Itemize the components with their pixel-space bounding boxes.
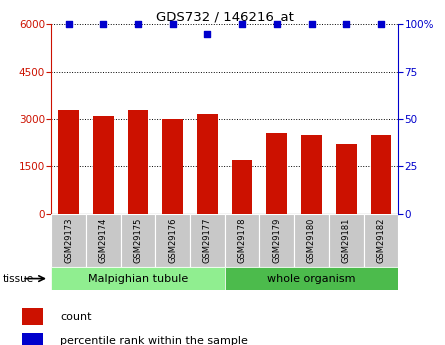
Bar (301, 135, 322, 214)
Bar (162, 119, 183, 214)
Text: percentile rank within the sample: percentile rank within the sample (60, 336, 248, 345)
Point (273, 21, 280, 27)
Bar (225, 267, 398, 290)
Bar (197, 114, 218, 214)
Bar (51, 214, 86, 267)
Point (377, 21, 384, 27)
Text: GSM29179: GSM29179 (272, 218, 281, 263)
Text: GSM29174: GSM29174 (99, 218, 108, 263)
Bar (22, 333, 43, 345)
Bar (225, 214, 259, 267)
Bar (121, 214, 155, 267)
Text: GSM29178: GSM29178 (238, 218, 247, 263)
Title: GDS732 / 146216_at: GDS732 / 146216_at (156, 10, 294, 23)
Bar (128, 110, 148, 214)
Bar (86, 214, 121, 267)
Text: whole organism: whole organism (267, 274, 356, 284)
Text: count: count (60, 312, 92, 322)
Point (204, 31, 211, 36)
Point (239, 21, 246, 27)
Bar (232, 160, 252, 214)
Bar (22, 308, 43, 325)
Text: GSM29181: GSM29181 (342, 218, 351, 263)
Text: GSM29175: GSM29175 (134, 218, 142, 263)
Bar (58, 110, 79, 214)
Point (65, 21, 72, 27)
Point (308, 21, 315, 27)
Bar (51, 267, 225, 290)
Bar (371, 135, 391, 214)
Bar (267, 133, 287, 214)
Bar (155, 214, 190, 267)
Point (100, 21, 107, 27)
Text: GSM29173: GSM29173 (64, 218, 73, 263)
Point (169, 21, 176, 27)
Bar (259, 214, 294, 267)
Text: GSM29182: GSM29182 (376, 218, 385, 263)
Text: Malpighian tubule: Malpighian tubule (88, 274, 188, 284)
Bar (190, 214, 225, 267)
Text: GSM29177: GSM29177 (203, 218, 212, 263)
Bar (93, 116, 113, 214)
Bar (329, 214, 364, 267)
Point (343, 21, 350, 27)
Bar (294, 214, 329, 267)
Text: GSM29176: GSM29176 (168, 218, 177, 263)
Text: GSM29180: GSM29180 (307, 218, 316, 263)
Bar (364, 214, 398, 267)
Text: tissue: tissue (2, 274, 33, 284)
Bar (336, 144, 356, 214)
Point (134, 21, 142, 27)
